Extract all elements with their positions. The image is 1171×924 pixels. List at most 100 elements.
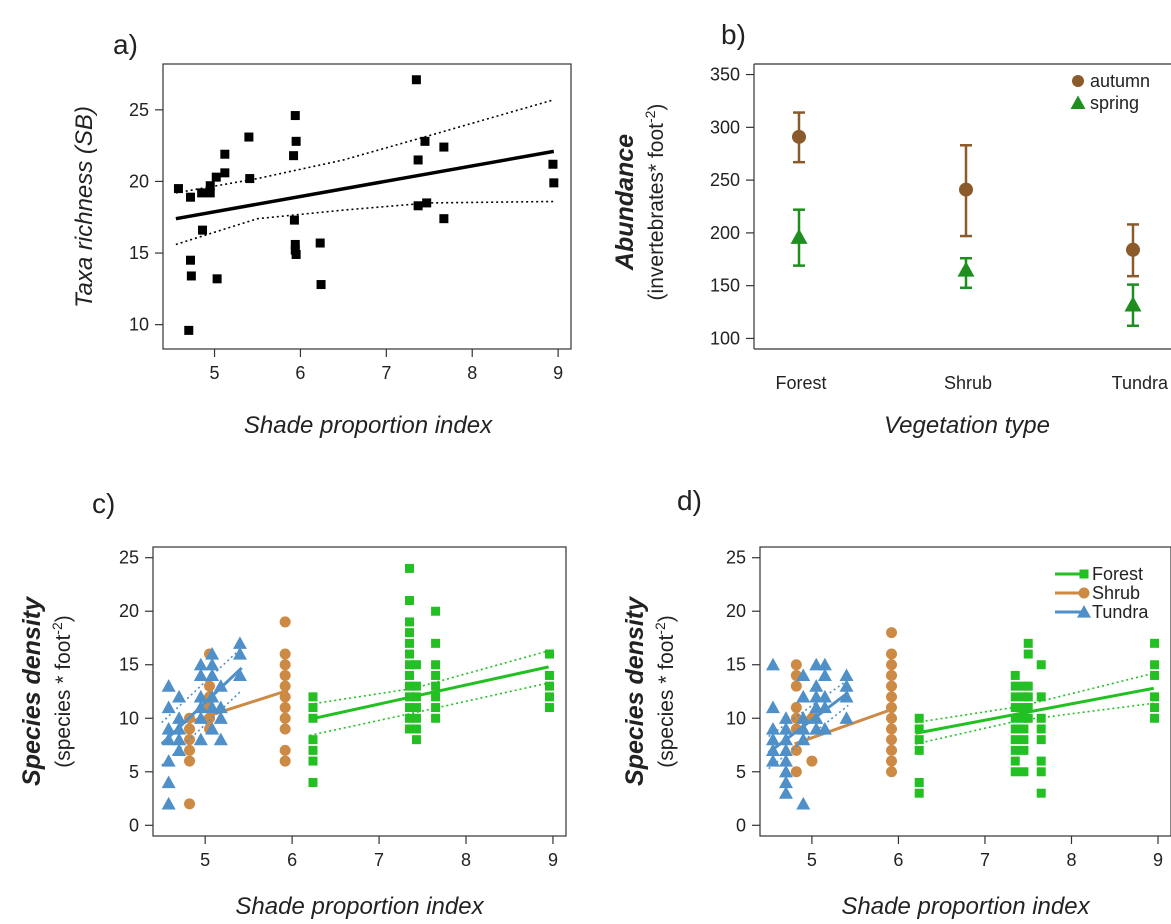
mean-marker	[1126, 242, 1140, 257]
data-point	[308, 735, 318, 745]
data-point	[544, 692, 554, 702]
data-point	[193, 657, 208, 671]
data-point	[411, 703, 421, 713]
data-point	[914, 713, 924, 723]
data-point	[839, 668, 854, 682]
data-point	[220, 149, 230, 159]
data-point	[790, 680, 802, 692]
data-point	[422, 198, 432, 208]
y-tick-label: 0	[129, 815, 139, 835]
data-point	[544, 681, 554, 691]
data-point	[1036, 767, 1046, 777]
data-point	[809, 679, 824, 692]
data-point	[1036, 756, 1046, 766]
data-point	[185, 255, 195, 265]
data-point	[1019, 767, 1029, 777]
data-point	[420, 136, 430, 146]
data-point	[431, 713, 441, 723]
data-point	[186, 271, 196, 281]
data-point	[1023, 638, 1033, 648]
mean-marker	[790, 228, 808, 244]
data-point	[778, 775, 793, 789]
y-axis-title-sub: (invertebrates* foot-2)	[642, 104, 668, 301]
data-point	[886, 680, 898, 692]
ci-upper-line	[915, 672, 1154, 724]
data-point	[839, 689, 854, 703]
panel-label: a)	[113, 29, 138, 60]
plot-frame	[152, 546, 567, 837]
fit-line	[160, 666, 243, 746]
data-point	[279, 680, 291, 692]
data-point	[1150, 692, 1160, 702]
data-point	[193, 689, 208, 703]
data-point	[1023, 713, 1033, 723]
data-point	[1036, 660, 1046, 670]
x-tick-label: 8	[1066, 850, 1076, 870]
y-tick-label: 150	[710, 276, 740, 296]
data-point	[439, 142, 449, 152]
data-point	[1150, 703, 1160, 713]
data-point	[1019, 724, 1029, 734]
plot-frame	[162, 63, 572, 350]
data-point	[1023, 649, 1033, 659]
data-point	[172, 711, 187, 724]
data-point	[914, 724, 924, 734]
data-point	[290, 111, 300, 121]
data-point	[817, 689, 832, 703]
data-point	[796, 796, 811, 810]
y-axis-unit: (species * foot	[655, 635, 678, 768]
y-axis-title-sub: (species * foot-2)	[652, 615, 678, 768]
data-point	[886, 627, 898, 639]
x-tick-label: 6	[287, 850, 297, 870]
data-point	[431, 681, 441, 691]
data-point	[886, 755, 898, 767]
y-tick-label: 25	[726, 548, 746, 568]
data-point	[184, 734, 196, 746]
ci-lower-line	[309, 682, 549, 737]
data-point	[205, 181, 215, 191]
data-point	[279, 712, 291, 724]
data-point	[404, 713, 414, 723]
mean-marker	[959, 182, 973, 197]
plot-frame	[759, 546, 1171, 837]
data-point	[790, 744, 802, 756]
data-point	[205, 721, 220, 735]
data-point	[796, 689, 811, 703]
data-point	[184, 723, 196, 735]
ci-lower-line	[175, 200, 554, 246]
data-point	[431, 703, 441, 713]
mean-marker	[792, 129, 806, 144]
data-point	[204, 680, 216, 692]
data-point	[198, 225, 208, 235]
data-point	[245, 174, 255, 184]
data-point	[289, 151, 299, 161]
ci-lower-line	[161, 689, 243, 766]
data-point	[1036, 692, 1046, 702]
data-point	[796, 732, 811, 746]
data-point	[184, 798, 196, 810]
data-point	[413, 201, 423, 211]
y-axis-unit-close: )	[655, 615, 678, 622]
fit-line	[767, 691, 850, 754]
ci-upper-line	[309, 650, 549, 706]
data-point	[817, 657, 832, 671]
data-point	[886, 712, 898, 724]
x-axis-title: Shade proportion index	[244, 412, 493, 439]
data-point	[544, 703, 554, 713]
data-point	[404, 596, 414, 606]
data-point	[172, 689, 187, 703]
data-point	[172, 743, 187, 756]
data-point	[291, 136, 301, 146]
data-point	[161, 796, 176, 810]
panel-a: a) 5 6 7 8 9 10 15 20 25 Taxa richness (SB) Shade p…	[71, 29, 572, 439]
data-point	[173, 184, 183, 194]
data-point	[184, 744, 196, 756]
data-point	[765, 700, 780, 714]
x-tick-label: 7	[980, 850, 990, 870]
panel-b: b) 100 150 200 250 300 350 Forest Shrub Tundra Abu…	[611, 19, 1171, 439]
data-point	[185, 192, 195, 202]
data-point	[205, 647, 220, 660]
data-point	[308, 756, 318, 766]
